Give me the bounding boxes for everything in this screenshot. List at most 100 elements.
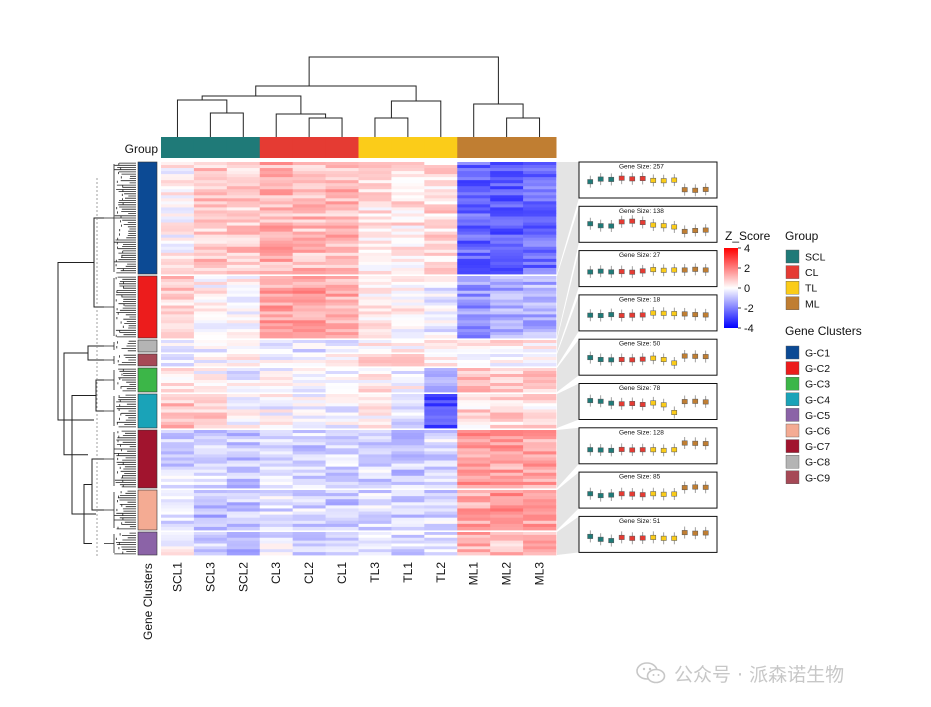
heatmap-cell — [523, 549, 557, 553]
heatmap-cell — [490, 305, 524, 309]
heatmap-cell — [490, 276, 524, 280]
heatmap-cell — [358, 234, 392, 239]
heatmap-cell — [259, 418, 294, 423]
heatmap-cell — [391, 258, 425, 263]
heatmap-cell — [325, 472, 359, 477]
heatmap-cell — [292, 403, 326, 407]
heatmap-cell — [358, 534, 392, 539]
heatmap-cell — [161, 168, 195, 172]
heatmap-cell — [292, 252, 326, 257]
heatmap-cell — [391, 478, 425, 483]
heatmap-cell — [358, 394, 392, 398]
heatmap-cell — [457, 463, 491, 468]
heatmap-cell — [424, 225, 458, 229]
heatmap-cell — [292, 454, 326, 458]
heatmap-cell — [523, 496, 557, 500]
heatmap-cell — [259, 177, 294, 181]
heatmap-cell — [358, 386, 392, 390]
heatmap-cell — [358, 189, 392, 193]
heatmap-cell — [391, 532, 425, 536]
cluster-annotation-cell — [137, 489, 158, 531]
heatmap-cell — [523, 368, 557, 372]
cluster-legend-label: G-C1 — [805, 348, 830, 360]
heatmap-cell — [325, 436, 359, 440]
heatmap-cell — [490, 290, 524, 295]
boxplot-box — [671, 410, 678, 415]
heatmap-cell — [358, 400, 392, 404]
heatmap-cell — [226, 496, 261, 500]
heatmap-cell — [391, 305, 425, 309]
heatmap-cell — [523, 511, 557, 516]
heatmap-cell — [193, 213, 228, 217]
heatmap-cell — [457, 234, 491, 239]
heatmap-cell — [292, 349, 326, 353]
heatmap-cell — [358, 329, 392, 333]
heatmap-cell — [226, 186, 261, 190]
heatmap-cell — [325, 210, 359, 214]
heatmap-cell — [226, 308, 261, 312]
heatmap-cell — [457, 502, 491, 506]
heatmap-cell — [193, 526, 228, 531]
heatmap-cell — [358, 249, 392, 254]
heatmap-cell — [523, 207, 557, 211]
heatmap-cell — [523, 231, 557, 236]
heatmap-cell — [226, 249, 261, 254]
heatmap-cell — [325, 475, 359, 480]
heatmap-cell — [292, 397, 326, 401]
heatmap-cell — [457, 552, 491, 556]
heatmap-cell — [424, 171, 458, 175]
heatmap-cell — [523, 552, 557, 556]
heatmap-cell — [193, 549, 228, 553]
heatmap-cell — [259, 433, 294, 437]
heatmap-cell — [193, 475, 228, 480]
heatmap-cell — [424, 284, 458, 289]
heatmap-cell — [226, 412, 261, 417]
heatmap-cell — [193, 264, 228, 269]
heatmap-cell — [226, 213, 261, 217]
heatmap-cell — [358, 409, 392, 413]
heatmap-cell — [490, 371, 524, 375]
heatmap-cell — [358, 284, 392, 289]
heatmap-cell — [292, 246, 326, 251]
heatmap-cell — [523, 228, 557, 233]
column-labels: SCL1 SCL3 SCL2 CL3 CL2 CL1 TL3 TL1 TL2 ML1 ML2 ML3 — [171, 562, 547, 592]
heatmap-cell — [358, 177, 392, 181]
heatmap-cell — [391, 383, 425, 387]
dendrogram-branch — [275, 113, 327, 137]
heatmap-cell — [292, 499, 326, 503]
heatmap-cell — [292, 380, 326, 384]
heatmap-cell — [193, 496, 228, 500]
heatmap-cell — [391, 264, 425, 269]
heatmap-cell — [424, 368, 458, 372]
heatmap-cell — [292, 278, 326, 283]
heatmap-cell — [292, 537, 326, 542]
heatmap-cell — [523, 532, 557, 536]
heatmap-cell — [391, 219, 425, 223]
boxplot-box — [618, 313, 625, 318]
heatmap-cell — [161, 332, 195, 336]
heatmap-cell — [193, 216, 228, 220]
heatmap-cell — [391, 463, 425, 468]
heatmap-cell — [358, 314, 392, 318]
heatmap-cell — [358, 290, 392, 295]
heatmap-cell — [424, 454, 458, 458]
boxplot-box — [650, 491, 657, 497]
heatmap-cell — [161, 472, 195, 477]
heatmap-cell — [161, 213, 195, 217]
heatmap-cell — [325, 168, 359, 172]
heatmap-cell — [457, 415, 491, 420]
heatmap-cell — [358, 276, 392, 280]
heatmap-cell — [259, 264, 294, 269]
heatmap-cell — [424, 290, 458, 295]
heatmap-cell — [358, 517, 392, 522]
heatmap-cell — [490, 192, 524, 196]
heatmap-cell — [226, 493, 261, 497]
heatmap-cell — [292, 532, 326, 536]
heatmap-cell — [193, 469, 228, 474]
heatmap-cell — [161, 320, 195, 324]
heatmap-cell — [325, 192, 359, 196]
heatmap-cell — [424, 354, 458, 358]
heatmap-cell — [292, 505, 326, 509]
heatmap-cell — [193, 302, 228, 306]
heatmap-cell — [424, 240, 458, 245]
